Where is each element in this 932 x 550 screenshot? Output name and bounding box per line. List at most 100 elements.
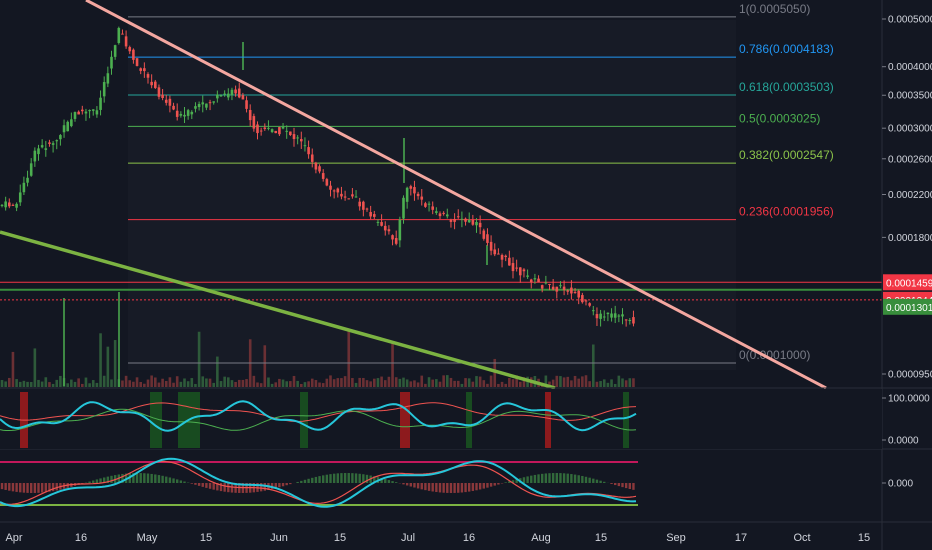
candle-body [573,292,577,294]
candle-body [515,267,518,269]
indicator2-histogram-bar [285,483,288,486]
candle-body [44,148,48,150]
downtrend-line[interactable] [85,0,827,390]
candle-body [110,56,113,69]
volume-bar [632,378,635,387]
volume-bar [314,380,318,387]
volume-bar [351,378,354,387]
indicator2-histogram-bar [197,483,201,486]
candle-body [383,225,387,231]
volume-bar [467,378,471,387]
volume-bar [369,381,372,387]
indicator2-histogram-bar [453,483,456,493]
indicator2-histogram-bar [610,483,613,484]
volume-bar [548,381,551,387]
volume-bar [592,344,595,387]
candle-body [201,102,205,105]
volume-bar [471,381,475,387]
volume-bar [296,380,299,387]
indicator2-histogram-bar [365,474,369,483]
volume-bar [464,378,467,387]
indicator2-histogram-bar [351,473,354,483]
volume-bar [110,379,113,387]
indicator2-histogram-bar [296,481,299,483]
indicator2-histogram-bar [0,483,4,490]
time-tick-label: 17 [735,532,747,544]
volume-bar [190,378,194,387]
volume-bar [194,383,197,387]
price-tick-label: 0.0002600 [888,154,932,165]
indicator2-signal-line [0,460,637,505]
candle-body [150,81,153,86]
volume-bar [179,381,183,387]
volume-bar [37,379,40,387]
candle-body [497,253,500,255]
volume-bar [358,377,361,387]
volume-bar [95,382,99,387]
indicator1-main-line [0,400,637,432]
candle-body [632,317,635,324]
candle-body [340,193,343,197]
support-trendline[interactable] [0,230,556,390]
indicator2-histogram-bar [511,480,515,483]
candle-body [161,94,164,99]
volume-bar [325,378,329,387]
indicator1-signal-zone [300,392,308,448]
indicator2-histogram-bar [150,473,153,483]
candle-body [460,218,464,220]
fib-level-label: 0.786(0.0004183) [739,42,834,56]
volume-bar [522,377,526,387]
volume-bar [446,375,449,387]
indicator2-histogram-bar [95,479,99,483]
indicator2-histogram-bar [212,483,215,490]
candle-body [113,45,117,57]
candle-body [489,241,493,251]
volume-bar [245,379,248,387]
volume-bar [362,377,365,387]
volume-bar [387,376,391,387]
indicator2-histogram-bar [632,483,635,490]
time-tick-label: 15 [595,532,607,544]
volume-bar [544,375,548,387]
candle-body [354,196,358,198]
candle-body [610,313,613,318]
volume-bar [186,381,190,387]
volume-bar [508,377,511,387]
volume-bar [51,383,55,387]
volume-bar [500,381,504,387]
fib-level-label: 0.5(0.0003025) [739,111,820,125]
indicator2-histogram-bar [26,483,29,493]
indicator2-histogram-bar [603,481,606,483]
candle-body [365,208,369,210]
indicator2-histogram-bar [387,480,391,483]
candle-body [402,197,405,219]
candle-body [194,106,197,109]
candle-body [274,130,278,134]
candle-body [227,93,230,98]
volume-bar [175,376,179,387]
volume-bar [449,377,453,387]
candle-body [95,110,99,115]
candle-body [588,303,591,306]
volume-bar [201,376,205,387]
candle-body [66,121,69,132]
price-badge-label: 0.0001301 [886,303,932,314]
candle-body [438,213,442,217]
price-tick-label: 0.0004000 [888,62,932,73]
volume-bar [310,378,314,387]
indicator2-histogram-bar [435,483,438,493]
indicator2-histogram-bar [278,483,281,488]
volume-bar [91,380,95,387]
indicator2-histogram-bar [300,480,303,483]
candle-body [237,88,241,98]
price-badge [883,274,932,291]
indicator2-histogram-bar [281,483,285,487]
candle-body [577,290,580,298]
indicator2-histogram-bar [234,483,237,493]
indicator2-histogram-bar [55,483,58,491]
volume-bar [121,380,124,387]
indicator2-histogram-bar [493,483,496,486]
volume-bar [394,377,398,387]
indicator2-histogram-bar [325,474,329,483]
candle-body [307,147,310,155]
